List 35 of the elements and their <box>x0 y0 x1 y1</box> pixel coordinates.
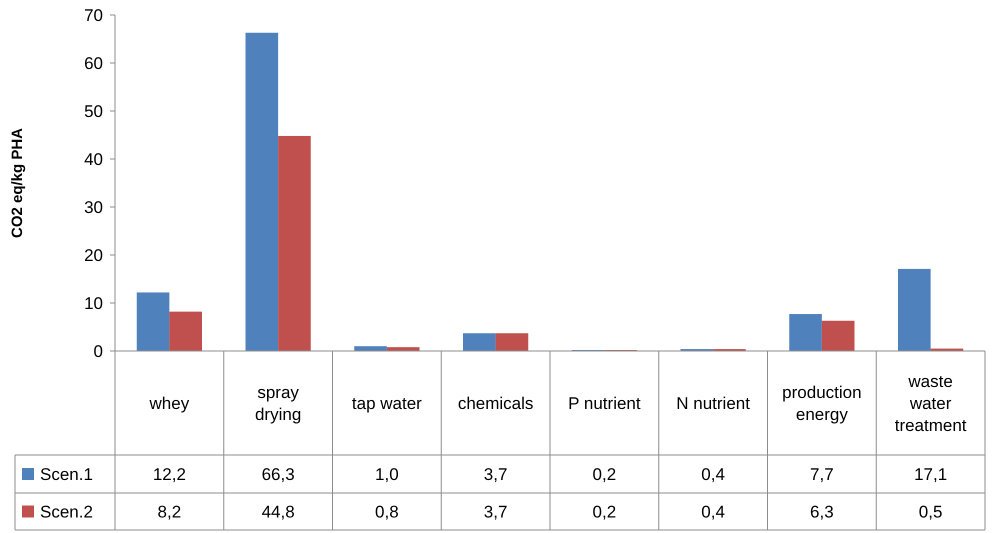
data-label: 0,5 <box>918 502 942 522</box>
data-label: 1,0 <box>375 464 399 484</box>
data-label: 0,2 <box>592 464 616 484</box>
y-tick-label: 40 <box>84 150 103 169</box>
y-tick-label: 0 <box>94 342 103 361</box>
data-label: 3,7 <box>484 464 508 484</box>
data-label: 44,8 <box>262 502 295 522</box>
data-label: 0,8 <box>375 502 399 522</box>
data-label: 17,1 <box>914 464 948 484</box>
data-label: 66,3 <box>262 464 295 484</box>
y-tick-label: 10 <box>84 294 103 313</box>
data-label: 8,2 <box>158 502 182 522</box>
x-tick-label: tap water <box>352 394 422 413</box>
y-axis-title: CO2 eq/kg PHA <box>9 128 26 238</box>
x-tick-label: whey <box>148 394 190 413</box>
y-tick-label: 50 <box>84 102 103 121</box>
data-label: 0,4 <box>701 502 725 522</box>
legend-label: Scen.1 <box>40 464 93 484</box>
y-tick-label: 70 <box>84 6 103 25</box>
x-tick-label: N nutrient <box>676 394 750 413</box>
y-tick-label: 60 <box>84 54 103 73</box>
x-tick-label: production energy <box>782 382 862 424</box>
data-label: 7,7 <box>810 464 834 484</box>
x-tick-label: chemicals <box>458 394 534 413</box>
data-label: 3,7 <box>484 502 508 522</box>
data-label: 0,4 <box>701 464 725 484</box>
data-label: 0,2 <box>592 502 616 522</box>
x-tick-label: waste water treatment <box>894 372 967 435</box>
x-tick-label: P nutrient <box>568 394 641 413</box>
x-tick-label: spray drying <box>254 382 302 424</box>
data-label: 6,3 <box>810 502 834 522</box>
y-tick-label: 30 <box>84 198 103 217</box>
legend-label: Scen.2 <box>40 502 93 522</box>
data-label: 12,2 <box>152 464 186 484</box>
y-tick-label: 20 <box>84 246 103 265</box>
